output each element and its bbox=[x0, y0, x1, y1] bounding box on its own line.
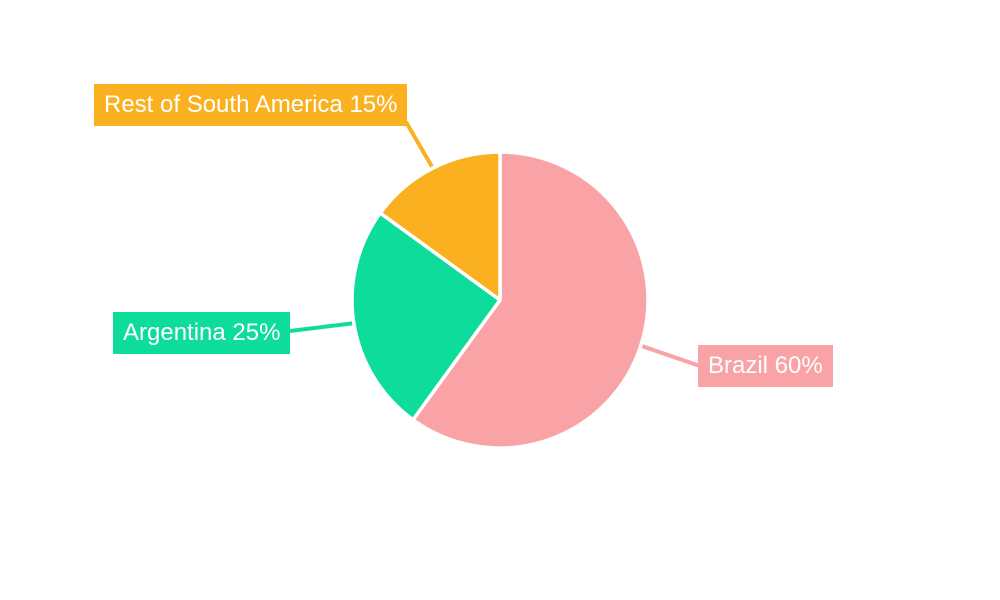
callout-label-brazil: Brazil 60% bbox=[698, 345, 833, 387]
pie-slice-argentina[interactable] bbox=[350, 211, 502, 422]
leader-line-brazil bbox=[640, 343, 701, 368]
leader-line-rest-of-south-america bbox=[404, 120, 435, 170]
leader-line-argentina bbox=[289, 321, 355, 333]
pie-slice-rest-of-south-america[interactable] bbox=[378, 150, 502, 302]
callout-label-argentina: Argentina 25% bbox=[113, 312, 291, 354]
pie-slice-brazil[interactable] bbox=[411, 150, 650, 450]
callout-label-rest-of-south-america: Rest of South America 15% bbox=[94, 84, 408, 126]
